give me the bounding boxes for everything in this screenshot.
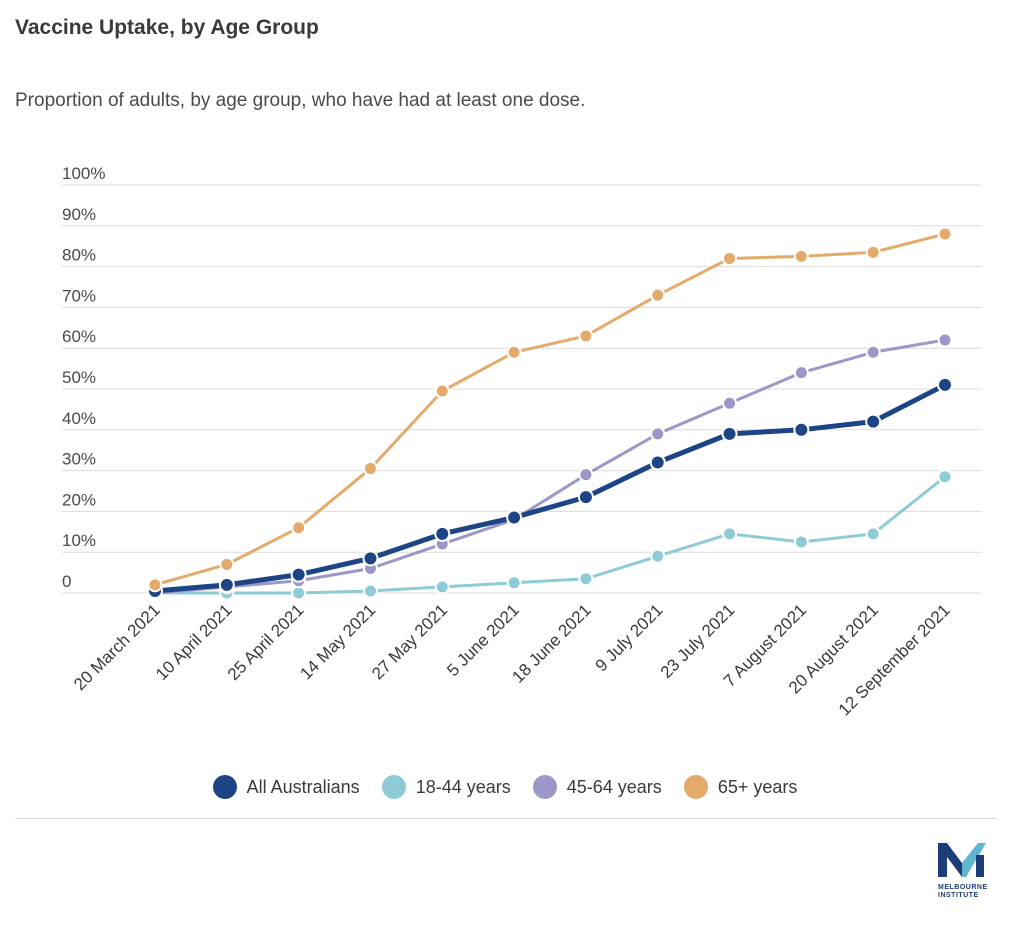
data-point <box>434 383 450 399</box>
y-tick-label: 30% <box>62 450 96 469</box>
melbourne-institute-logo: MELBOURNE INSTITUTE <box>938 843 988 900</box>
logo-mark-icon <box>938 843 986 877</box>
data-point <box>937 376 953 393</box>
data-point <box>578 571 594 587</box>
series-line <box>154 338 946 595</box>
y-tick-label: 80% <box>62 246 96 265</box>
y-tick-label: 20% <box>62 490 96 509</box>
data-point <box>147 577 163 593</box>
x-tick-label: 9 July 2021 <box>592 600 667 675</box>
x-tick-label: 5 June 2021 <box>443 600 523 680</box>
legend-item: 65+ years <box>683 775 798 799</box>
legend-label: 65+ years <box>717 776 798 797</box>
series-line <box>154 382 947 594</box>
data-point <box>649 454 666 471</box>
data-point <box>290 566 307 583</box>
data-point <box>434 579 450 595</box>
x-tick-label: 20 March 2021 <box>70 600 164 694</box>
legend-item: 18-44 years <box>381 775 511 799</box>
data-point <box>291 585 307 601</box>
data-point <box>578 328 594 344</box>
legend-item: 45-64 years <box>532 775 662 799</box>
y-tick-label: 10% <box>62 531 96 550</box>
data-point <box>865 344 881 360</box>
y-tick-label: 70% <box>62 286 96 305</box>
legend-item: All Australians <box>212 775 360 799</box>
legend: All Australians 18-44 years 45-64 years 65+… <box>0 775 1010 799</box>
data-point <box>577 489 594 506</box>
grid-lines <box>62 184 982 594</box>
data-point <box>937 469 953 485</box>
y-tick-label: 40% <box>62 409 96 428</box>
data-point <box>722 526 738 542</box>
divider <box>15 818 997 819</box>
data-point <box>722 395 738 411</box>
data-point <box>434 525 451 542</box>
series-lines <box>147 226 953 601</box>
data-point <box>650 287 666 303</box>
chart-subtitle: Proportion of adults, by age group, who … <box>15 90 586 111</box>
data-point <box>362 461 378 477</box>
series-3 <box>147 226 953 593</box>
data-point <box>650 548 666 564</box>
data-point <box>578 467 594 483</box>
logo-text-line1: MELBOURNE <box>938 884 988 891</box>
legend-swatch <box>532 775 557 799</box>
data-point <box>291 520 307 536</box>
y-tick-label: 90% <box>62 205 96 224</box>
data-point <box>793 365 809 381</box>
y-tick-label: 50% <box>62 368 96 387</box>
x-tick-label: 27 May 2021 <box>368 600 451 683</box>
data-point <box>362 550 379 567</box>
data-point <box>865 413 882 430</box>
data-point <box>218 576 235 593</box>
series-line <box>155 475 946 595</box>
y-tick-label: 60% <box>62 327 96 346</box>
data-point <box>937 226 953 242</box>
legend-label: 18-44 years <box>415 776 511 797</box>
data-point <box>506 509 523 526</box>
y-tick-label: 0 <box>62 572 71 591</box>
x-tick-label: 25 April 2021 <box>224 600 308 684</box>
series-0 <box>147 376 953 599</box>
x-tick-label: 10 April 2021 <box>152 600 236 684</box>
y-tick-label: 100% <box>62 164 105 183</box>
data-point <box>650 426 666 442</box>
data-point <box>793 248 809 264</box>
data-point <box>865 526 881 542</box>
data-point <box>362 583 378 599</box>
x-tick-label: 14 May 2021 <box>296 600 379 683</box>
legend-label: All Australians <box>246 776 360 797</box>
legend-swatch <box>381 775 406 799</box>
data-point <box>793 421 810 438</box>
data-point <box>219 556 235 572</box>
data-point <box>937 332 953 348</box>
series-2 <box>147 332 953 601</box>
data-point <box>721 425 738 442</box>
series-line <box>154 232 946 587</box>
logo-text-line2: INSTITUTE <box>938 892 979 899</box>
data-point <box>506 575 522 591</box>
legend-label: 45-64 years <box>566 776 662 797</box>
line-chart: 0 10% 20% 30% 40% 50% 60% 70% 80% 90% 100% 20 Marc… <box>62 164 982 719</box>
data-point <box>865 244 881 260</box>
legend-swatch <box>683 775 708 799</box>
data-point <box>506 344 522 360</box>
data-point <box>722 250 738 266</box>
y-axis-tick-labels: 0 10% 20% 30% 40% 50% 60% 70% 80% 90% 100% <box>62 164 105 591</box>
data-point <box>793 534 809 550</box>
chart-title: Vaccine Uptake, by Age Group <box>15 16 319 39</box>
legend-swatch <box>212 775 237 799</box>
